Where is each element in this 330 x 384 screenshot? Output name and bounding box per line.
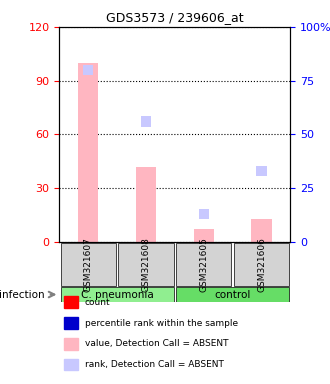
Bar xyxy=(64,359,78,371)
FancyBboxPatch shape xyxy=(60,287,174,302)
Text: percentile rank within the sample: percentile rank within the sample xyxy=(85,319,238,328)
Text: count: count xyxy=(85,298,111,307)
Bar xyxy=(136,167,156,242)
Text: GSM321607: GSM321607 xyxy=(84,237,93,292)
Text: GSM321606: GSM321606 xyxy=(257,237,266,292)
Title: GDS3573 / 239606_at: GDS3573 / 239606_at xyxy=(106,11,244,24)
FancyBboxPatch shape xyxy=(234,243,289,286)
Text: GSM321608: GSM321608 xyxy=(142,237,150,292)
Text: rank, Detection Call = ABSENT: rank, Detection Call = ABSENT xyxy=(85,360,224,369)
FancyBboxPatch shape xyxy=(256,166,267,176)
Text: control: control xyxy=(214,290,251,300)
Bar xyxy=(194,229,214,242)
FancyBboxPatch shape xyxy=(176,287,289,302)
Bar xyxy=(64,338,78,350)
Bar xyxy=(78,63,98,242)
Text: value, Detection Call = ABSENT: value, Detection Call = ABSENT xyxy=(85,339,228,348)
Text: GSM321605: GSM321605 xyxy=(199,237,208,292)
FancyBboxPatch shape xyxy=(176,243,231,286)
Text: C. pneumonia: C. pneumonia xyxy=(81,290,153,300)
Bar xyxy=(64,296,78,308)
FancyBboxPatch shape xyxy=(118,243,174,286)
FancyBboxPatch shape xyxy=(60,243,116,286)
Bar xyxy=(251,218,272,242)
FancyBboxPatch shape xyxy=(199,209,209,219)
Bar xyxy=(64,317,78,329)
FancyBboxPatch shape xyxy=(83,65,93,75)
FancyBboxPatch shape xyxy=(141,116,151,127)
Text: infection: infection xyxy=(0,290,45,300)
